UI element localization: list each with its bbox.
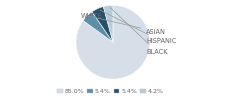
Legend: 85.0%, 5.4%, 5.4%, 4.2%: 85.0%, 5.4%, 5.4%, 4.2%	[54, 86, 166, 97]
Text: WHITE: WHITE	[80, 13, 102, 23]
Wedge shape	[103, 5, 113, 42]
Wedge shape	[76, 5, 150, 79]
Text: ASIAN: ASIAN	[90, 16, 166, 35]
Wedge shape	[92, 7, 113, 42]
Text: HISPANIC: HISPANIC	[100, 10, 177, 44]
Wedge shape	[83, 12, 113, 42]
Text: BLACK: BLACK	[110, 8, 168, 55]
